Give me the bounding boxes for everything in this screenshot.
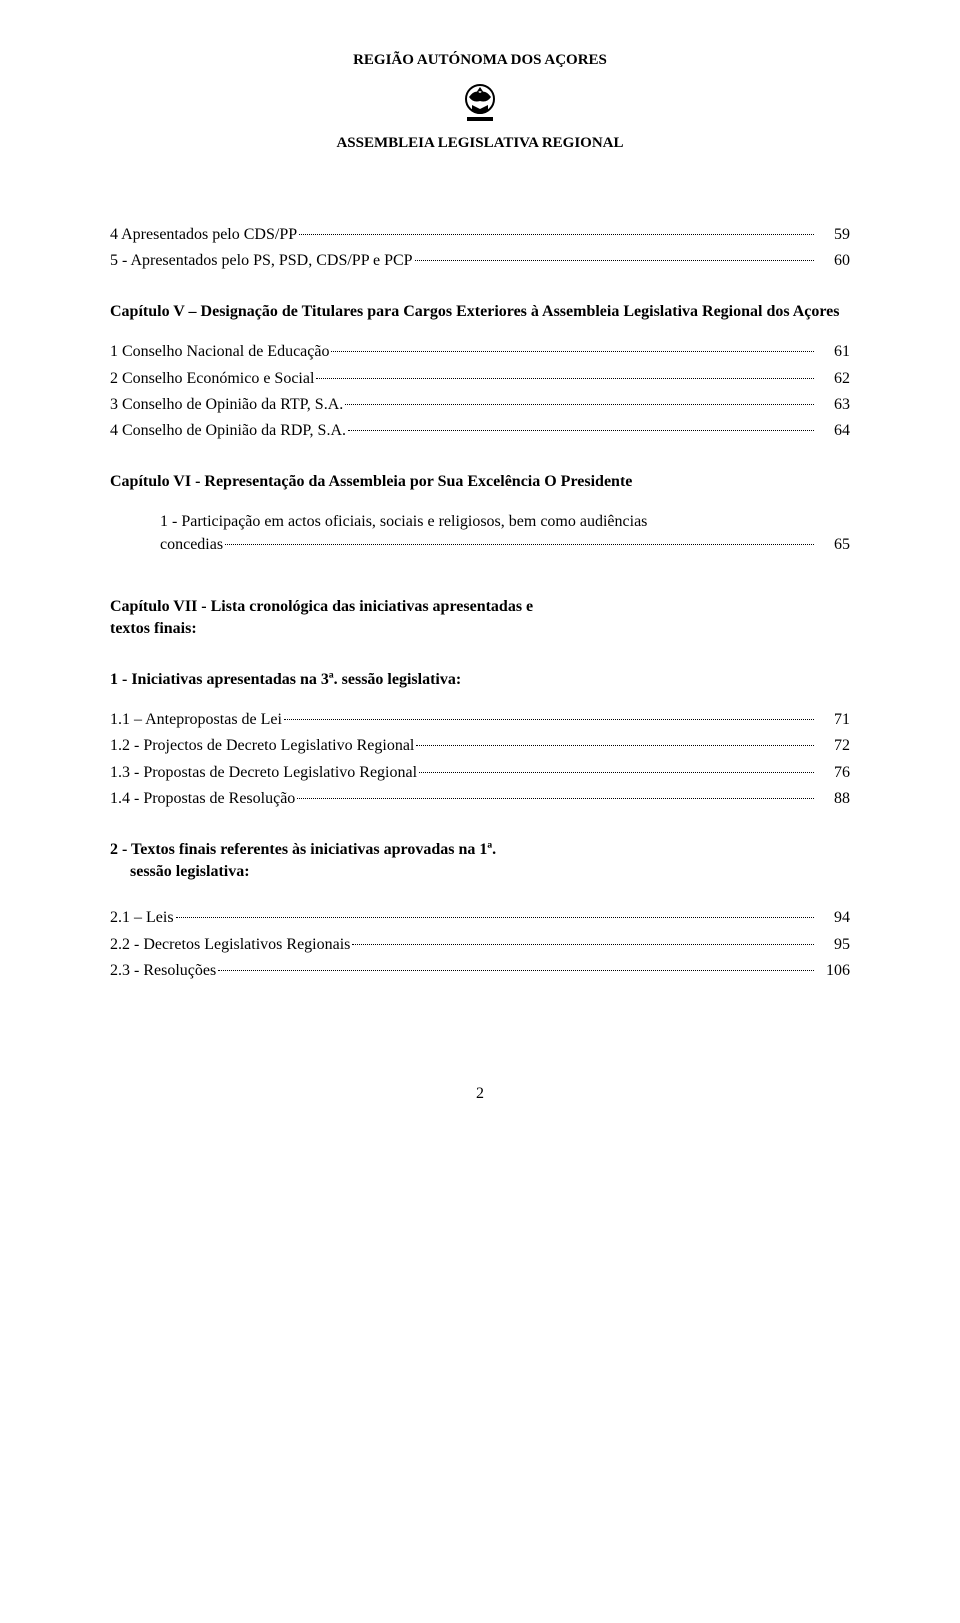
toc-label: 3 Conselho de Opinião da RTP, S.A. [110,394,343,416]
toc-entry: 2.1 – Leis 94 [110,907,850,929]
chapter7-title-line1: Capítulo VII - Lista cronológica das ini… [110,596,850,618]
chapter7-section1-title: 1 - Iniciativas apresentadas na 3ª. sess… [110,669,850,691]
toc-entry: 1.3 - Propostas de Decreto Legislativo R… [110,762,850,784]
leader-dots [331,351,814,352]
toc-page: 95 [816,934,850,956]
toc-entry: 2.2 - Decretos Legislativos Regionais 95 [110,934,850,956]
chapter7-title-line2: textos finais: [110,618,850,640]
chapter6-entry-line2: concedias 65 [110,534,850,556]
leader-dots [316,378,814,379]
toc-page: 60 [816,250,850,272]
toc-page: 88 [816,788,850,810]
toc-label: 2.2 - Decretos Legislativos Regionais [110,934,350,956]
toc-page: 65 [816,534,850,556]
toc-label: 5 - Apresentados pelo PS, PSD, CDS/PP e … [110,250,413,272]
leader-dots [348,430,814,431]
toc-page: 72 [816,735,850,757]
toc-entry: 4 Conselho de Opinião da RDP, S.A. 64 [110,420,850,442]
chapter7-title: Capítulo VII - Lista cronológica das ini… [110,596,850,641]
toc-entry: 1.2 - Projectos de Decreto Legislativo R… [110,735,850,757]
toc-label: 4 Apresentados pelo CDS/PP [110,224,297,246]
toc-label: 1.2 - Projectos de Decreto Legislativo R… [110,735,414,757]
toc-label: 4 Conselho de Opinião da RDP, S.A. [110,420,346,442]
leader-dots [218,970,814,971]
page-number: 2 [110,1083,850,1105]
chapter6-entry: 1 - Participação em actos oficiais, soci… [110,511,850,533]
leader-dots [419,772,814,773]
leader-dots [284,719,814,720]
toc-entry: 2 Conselho Económico e Social 62 [110,368,850,390]
toc-label: 1 Conselho Nacional de Educação [110,341,329,363]
toc-entry: 1 Conselho Nacional de Educação 61 [110,341,850,363]
toc-label: concedias [160,534,223,556]
leader-dots [297,798,814,799]
toc-page: 71 [816,709,850,731]
toc-entry: 5 - Apresentados pelo PS, PSD, CDS/PP e … [110,250,850,272]
toc-label: 1.1 – Antepropostas de Lei [110,709,282,731]
toc-label: 2 Conselho Económico e Social [110,368,314,390]
toc-label: 1.3 - Propostas de Decreto Legislativo R… [110,762,417,784]
chapter6-title: Capítulo VI - Representação da Assemblei… [110,471,850,493]
leader-dots [416,745,814,746]
toc-page: 76 [816,762,850,784]
leader-dots [415,260,814,261]
toc-entry: 2.3 - Resoluções 106 [110,960,850,982]
toc-label: 2.1 – Leis [110,907,174,929]
chapter7-section2-title-line1: 2 - Textos finais referentes às iniciati… [110,839,850,861]
chapter7-section1-entries: 1.1 – Antepropostas de Lei 71 1.2 - Proj… [110,709,850,811]
toc-page: 61 [816,341,850,363]
leader-dots [176,917,814,918]
toc-label: 2.3 - Resoluções [110,960,216,982]
header-assembly-text: ASSEMBLEIA LEGISLATIVA REGIONAL [110,133,850,154]
chapter5-entries: 1 Conselho Nacional de Educação 61 2 Con… [110,341,850,443]
coat-of-arms-icon [457,79,503,125]
chapter7-section2-title: 2 - Textos finais referentes às iniciati… [110,839,850,884]
leader-dots [225,544,814,545]
leader-dots [345,404,814,405]
toc-entry: 3 Conselho de Opinião da RTP, S.A. 63 [110,394,850,416]
toc-page: 63 [816,394,850,416]
toc-entry: 1.1 – Antepropostas de Lei 71 [110,709,850,731]
chapter7-section2-title-line2: sessão legislativa: [110,861,850,883]
leader-dots [299,234,814,235]
header-region-text: REGIÃO AUTÓNOMA DOS AÇORES [110,50,850,71]
toc-page: 64 [816,420,850,442]
chapter6-entry-text-line1: 1 - Participação em actos oficiais, soci… [160,513,647,530]
toc-entry: 4 Apresentados pelo CDS/PP 59 [110,224,850,246]
toc-label: 1.4 - Propostas de Resolução [110,788,295,810]
leader-dots [352,944,814,945]
toc-page: 94 [816,907,850,929]
toc-page: 106 [816,960,850,982]
toc-page: 59 [816,224,850,246]
toc-top-block: 4 Apresentados pelo CDS/PP 59 5 - Aprese… [110,224,850,273]
chapter7-section2-entries: 2.1 – Leis 94 2.2 - Decretos Legislativo… [110,907,850,982]
toc-entry: 1.4 - Propostas de Resolução 88 [110,788,850,810]
toc-page: 62 [816,368,850,390]
chapter5-title: Capítulo V – Designação de Titulares par… [110,301,850,323]
